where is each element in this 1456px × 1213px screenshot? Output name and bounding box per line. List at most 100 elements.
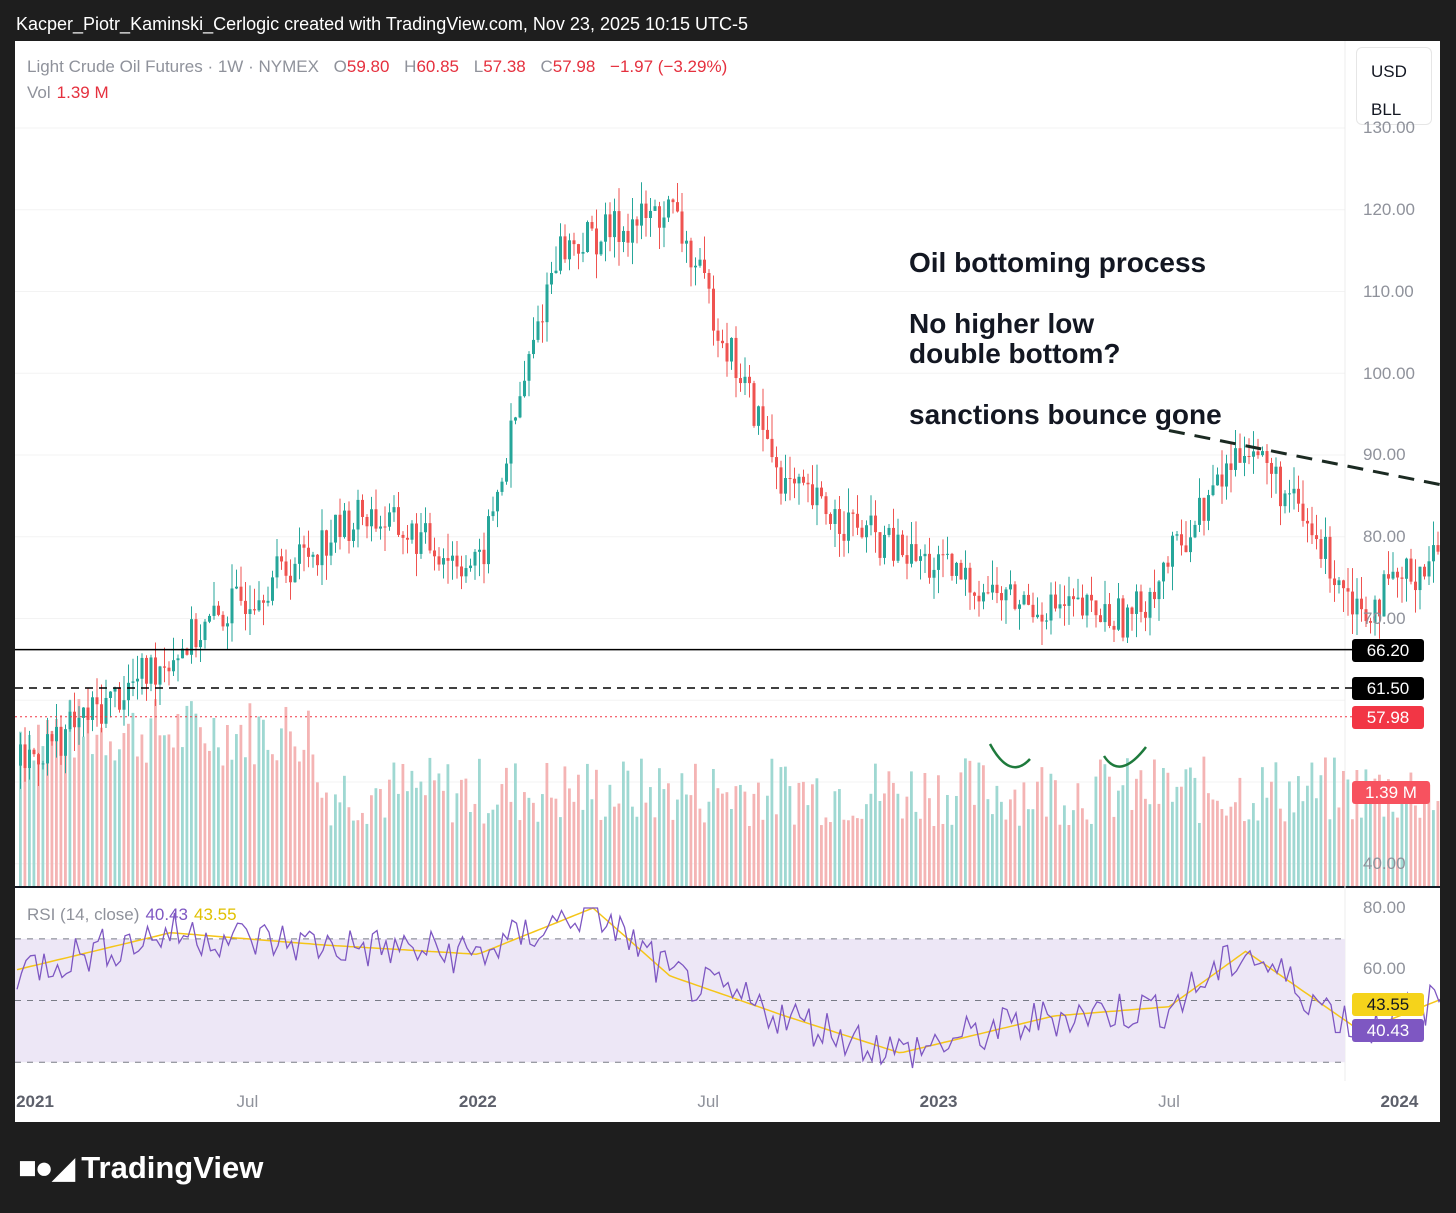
volume-bar (460, 779, 463, 886)
volume-bar (388, 779, 391, 886)
rsi-y-tick: 60.00 (1363, 959, 1406, 978)
candle-body (1072, 596, 1075, 600)
volume-bar (1324, 757, 1327, 886)
volume-bar (689, 795, 693, 886)
volume-bar (752, 793, 756, 886)
volume-bar (802, 781, 805, 886)
volume-bar (703, 822, 706, 886)
candle-body (1112, 625, 1116, 630)
candle-body (1301, 503, 1305, 521)
volume-bar (986, 799, 990, 886)
candle-body (856, 513, 859, 528)
volume-bar (208, 750, 211, 886)
candle-body (23, 744, 27, 769)
volume-bar (1432, 810, 1435, 886)
volume-bar (257, 716, 261, 886)
candle-body (1351, 591, 1354, 615)
price-chart[interactable] (15, 41, 1440, 1122)
volume-bar (905, 796, 909, 886)
rsi-label: RSI (14, close) (27, 905, 140, 924)
candle-body (1198, 497, 1201, 525)
volume-bar (464, 778, 468, 886)
rsi-legend[interactable]: RSI (14, close) 40.43 43.55 (27, 905, 237, 925)
currency-selector[interactable]: USD BLL (1356, 47, 1432, 125)
volume-bar (1036, 781, 1039, 886)
volume-bar (221, 765, 225, 886)
candle-body (973, 592, 976, 596)
chart-panel[interactable]: Light Crude Oil Futures · 1W · NYMEX O59… (15, 41, 1440, 1122)
volume-bar (253, 764, 256, 886)
volume-bar (1121, 785, 1125, 886)
volume-bar (856, 818, 859, 886)
candle-body (694, 265, 697, 268)
volume-bar (199, 727, 202, 886)
candle-body (194, 619, 198, 648)
candle-body (329, 542, 333, 556)
candle-body (815, 487, 819, 506)
candle-body (77, 717, 81, 728)
volume-bar (1148, 804, 1152, 886)
volume-bar (140, 734, 144, 886)
volume-bar (892, 782, 895, 886)
candle-body (419, 532, 423, 554)
candle-body (28, 749, 31, 769)
candle-body (775, 457, 778, 468)
candle-body (1139, 591, 1143, 612)
volume-bar (266, 749, 270, 886)
candle-body (19, 744, 22, 766)
candle-body (505, 463, 508, 482)
candle-body (397, 507, 400, 535)
volume-bar (1256, 820, 1260, 886)
open-value: 59.80 (346, 57, 390, 76)
candle-body (950, 553, 954, 576)
candle-body (1315, 535, 1318, 540)
volume-bar (1094, 776, 1098, 886)
candle-body (109, 691, 112, 698)
candle-body (1229, 463, 1233, 470)
candle-body (46, 734, 49, 764)
candle-body (221, 614, 225, 627)
candle-body (442, 558, 445, 565)
symbol-legend[interactable]: Light Crude Oil Futures · 1W · NYMEX O59… (27, 57, 727, 77)
volume-bar (883, 793, 886, 886)
volume-bar (23, 757, 27, 886)
candle-body (955, 562, 958, 576)
volume-bar (1315, 798, 1318, 886)
candle-body (649, 210, 652, 218)
candle-body (761, 406, 765, 430)
candle-body (257, 600, 261, 611)
volume-bar (536, 821, 540, 886)
volume-bar (973, 804, 976, 886)
volume-bar (649, 787, 652, 886)
volume-bar (329, 825, 333, 886)
volume-bar (590, 799, 594, 886)
volume-bar (1288, 781, 1291, 886)
candle-body (608, 214, 612, 238)
candle-body (1009, 584, 1012, 590)
candle-body (298, 544, 301, 564)
candle-body (959, 562, 963, 580)
rsi-ma-value: 43.55 (193, 905, 237, 924)
volume-bar (190, 701, 193, 886)
volume-bar (1346, 779, 1350, 886)
candle-body (865, 525, 868, 538)
annotation-line-2: No higher low (909, 308, 1095, 339)
candle-body (991, 584, 994, 593)
volume-bar (788, 786, 792, 886)
candle-body (1027, 594, 1030, 605)
volume-bar (419, 781, 423, 886)
volume-bar (298, 761, 301, 886)
y-tick-label: 70.00 (1363, 609, 1406, 628)
volume-bar (1310, 762, 1314, 886)
candle-body (1058, 604, 1062, 609)
candle-body (316, 554, 319, 566)
volume-bar (1126, 758, 1129, 886)
high-value: 60.85 (416, 57, 459, 76)
candle-body (446, 558, 450, 561)
candle-body (590, 222, 594, 229)
candle-body (752, 383, 756, 426)
volume-bar (667, 783, 670, 886)
candle-body (545, 284, 549, 323)
candle-body (905, 555, 909, 564)
volume-bar (1351, 819, 1354, 886)
